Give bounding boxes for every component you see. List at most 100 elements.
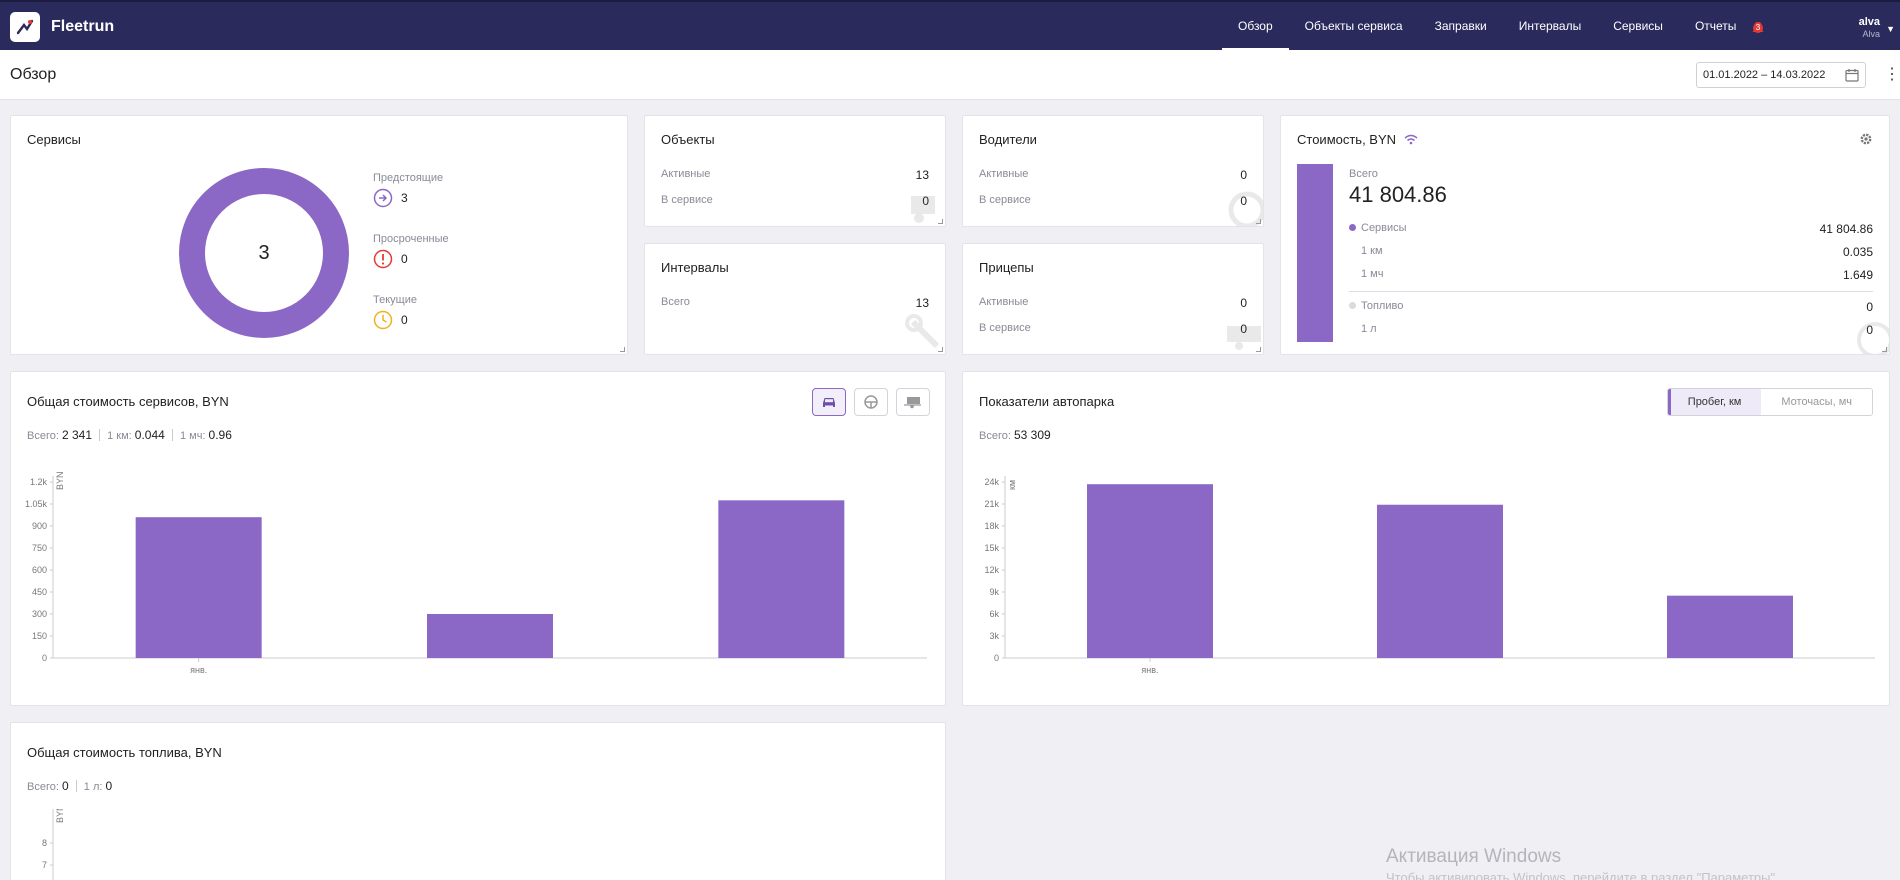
wrench-watermark-icon bbox=[905, 314, 940, 349]
fuel-l-label: 1 л: bbox=[83, 781, 103, 793]
service-cost-chart-title: Общая стоимость сервисов, BYN bbox=[27, 394, 229, 409]
objects-in-service-value: 0 bbox=[922, 194, 929, 208]
gear-icon[interactable] bbox=[1859, 132, 1873, 146]
y-tick-label: 9k bbox=[989, 587, 999, 597]
more-options-icon[interactable]: ⋮ bbox=[1884, 66, 1900, 83]
chevron-down-icon[interactable]: ▼ bbox=[1886, 24, 1895, 34]
resize-handle-icon[interactable] bbox=[620, 347, 625, 352]
cost-per-mh-value: 1.649 bbox=[1842, 268, 1873, 282]
clock-icon bbox=[373, 310, 393, 330]
intervals-total-row: Всего 13 bbox=[661, 296, 929, 312]
chart-bar[interactable] bbox=[1087, 484, 1213, 658]
cost-fuel-label: Топливо bbox=[1349, 300, 1403, 312]
user-menu[interactable]: alva Alva bbox=[1859, 16, 1880, 39]
service-cost-chart-card: Общая стоимость сервисов, BYN Всего: 2 3… bbox=[10, 371, 946, 706]
objects-active-value: 13 bbox=[915, 168, 929, 182]
car-filter-button[interactable] bbox=[812, 388, 846, 416]
overdue-label: Просроченные bbox=[373, 233, 449, 245]
y-tick-label: 21k bbox=[984, 499, 999, 509]
arrow-right-circle-icon bbox=[373, 188, 393, 208]
windows-activation-title: Активация Windows bbox=[1386, 846, 1562, 867]
resize-handle-icon[interactable] bbox=[938, 219, 943, 224]
cost-card: Стоимость, BYN Всего 41 804.86 Сервисы 4… bbox=[1280, 115, 1890, 355]
fuel-total-label: Всего: bbox=[27, 781, 59, 793]
y-tick-label: 300 bbox=[32, 609, 47, 619]
cost-fuel-label-text: Топливо bbox=[1361, 300, 1404, 312]
fleet-summary: Всего: 53 309 bbox=[979, 428, 1051, 442]
cost-per-km-label: 1 км bbox=[1361, 245, 1383, 257]
summary-total-value: 2 341 bbox=[61, 428, 92, 442]
cost-per-km-value: 0.035 bbox=[1842, 245, 1873, 259]
summary-km-value: 0.044 bbox=[134, 428, 165, 442]
drivers-card: Водители Активные 0 В сервисе 0 bbox=[962, 115, 1264, 227]
app-logo[interactable] bbox=[10, 12, 40, 42]
trailer-watermark-icon bbox=[1227, 326, 1261, 350]
resize-handle-icon[interactable] bbox=[1256, 347, 1261, 352]
nav-reports[interactable]: Отчеты bbox=[1694, 19, 1737, 33]
upcoming-label: Предстоящие bbox=[373, 172, 444, 184]
nav-services[interactable]: Сервисы bbox=[1613, 19, 1663, 33]
fuel-dot-icon bbox=[1349, 302, 1356, 309]
trailers-in-service-row: В сервисе 0 bbox=[979, 322, 1247, 338]
current-value: 0 bbox=[401, 313, 408, 327]
y-tick-label: 0 bbox=[994, 653, 999, 663]
divider bbox=[75, 780, 77, 792]
steering-wheel-filter-button[interactable] bbox=[854, 388, 888, 416]
fuel-total-value: 0 bbox=[61, 779, 69, 793]
fuel-summary: Всего: 0 1 л: 0 bbox=[27, 779, 112, 793]
steering-wheel-icon bbox=[864, 395, 878, 409]
mileage-mode-button[interactable]: Пробег, км bbox=[1667, 389, 1762, 415]
overdue-value: 0 bbox=[401, 252, 408, 266]
resize-handle-icon[interactable] bbox=[1256, 219, 1261, 224]
resize-handle-icon[interactable] bbox=[938, 347, 943, 352]
truck-watermark-icon bbox=[911, 196, 935, 223]
app-name: Fleetrun bbox=[51, 18, 115, 35]
y-tick-label: 6k bbox=[989, 609, 999, 619]
cost-services-label: Сервисы bbox=[1349, 222, 1407, 234]
trailer-icon bbox=[904, 397, 921, 409]
fuel-chart-card: Общая стоимость топлива, BYN Всего: 0 1 … bbox=[10, 722, 946, 880]
wifi-icon[interactable] bbox=[1404, 133, 1418, 145]
cost-title: Стоимость, BYN bbox=[1297, 132, 1418, 147]
notification-badge: 3 bbox=[1753, 23, 1763, 33]
trailers-active-label: Активные bbox=[979, 296, 1029, 308]
y-tick-label: 24k bbox=[984, 477, 999, 487]
y-tick-label: 15k bbox=[984, 543, 999, 553]
chart-bar[interactable] bbox=[1667, 595, 1793, 658]
chart-bar[interactable] bbox=[135, 517, 262, 658]
date-range-picker[interactable]: 01.01.2022 – 14.03.2022 bbox=[1696, 62, 1866, 88]
y-tick-label: 900 bbox=[32, 521, 47, 531]
cost-total-value: 41 804.86 bbox=[1349, 182, 1447, 207]
y-axis-label: BYN bbox=[55, 809, 65, 823]
nav-service-objects[interactable]: Объекты сервиса bbox=[1304, 19, 1403, 33]
trailers-card: Прицепы Активные 0 В сервисе 0 bbox=[962, 243, 1264, 355]
page-title: Обзор bbox=[10, 66, 57, 83]
objects-title: Объекты bbox=[661, 132, 715, 147]
summary-total-label: Всего: bbox=[27, 430, 59, 442]
drivers-active-value: 0 bbox=[1240, 168, 1247, 182]
cost-services-label-text: Сервисы bbox=[1361, 222, 1407, 234]
services-title: Сервисы bbox=[27, 132, 81, 147]
chart-bar[interactable] bbox=[718, 500, 845, 658]
engine-hours-mode-button[interactable]: Моточасы, мч bbox=[1761, 389, 1872, 415]
nav-intervals[interactable]: Интервалы bbox=[1518, 19, 1582, 33]
objects-in-service-label: В сервисе bbox=[661, 194, 713, 206]
y-tick-label: 3k bbox=[989, 631, 999, 641]
nav-overview[interactable]: Обзор bbox=[1222, 2, 1289, 51]
resize-handle-icon[interactable] bbox=[1882, 347, 1887, 352]
nav-fillups[interactable]: Заправки bbox=[1434, 19, 1487, 33]
user-login: alva bbox=[1858, 16, 1880, 28]
chart-bar[interactable] bbox=[1377, 504, 1503, 658]
fleet-total-value: 53 309 bbox=[1013, 428, 1051, 442]
coin-watermark-icon bbox=[1857, 322, 1889, 354]
trailers-active-row: Активные 0 bbox=[979, 296, 1247, 312]
trailer-filter-button[interactable] bbox=[896, 388, 930, 416]
y-tick-label: 12k bbox=[984, 565, 999, 575]
drivers-active-label: Активные bbox=[979, 168, 1029, 180]
services-dot-icon bbox=[1349, 224, 1356, 231]
chart-bar[interactable] bbox=[427, 614, 553, 658]
objects-active-row: Активные 13 bbox=[661, 168, 929, 184]
trailers-in-service-label: В сервисе bbox=[979, 322, 1031, 334]
y-tick-label: 18k bbox=[984, 521, 999, 531]
intervals-card: Интервалы Всего 13 bbox=[644, 243, 946, 355]
